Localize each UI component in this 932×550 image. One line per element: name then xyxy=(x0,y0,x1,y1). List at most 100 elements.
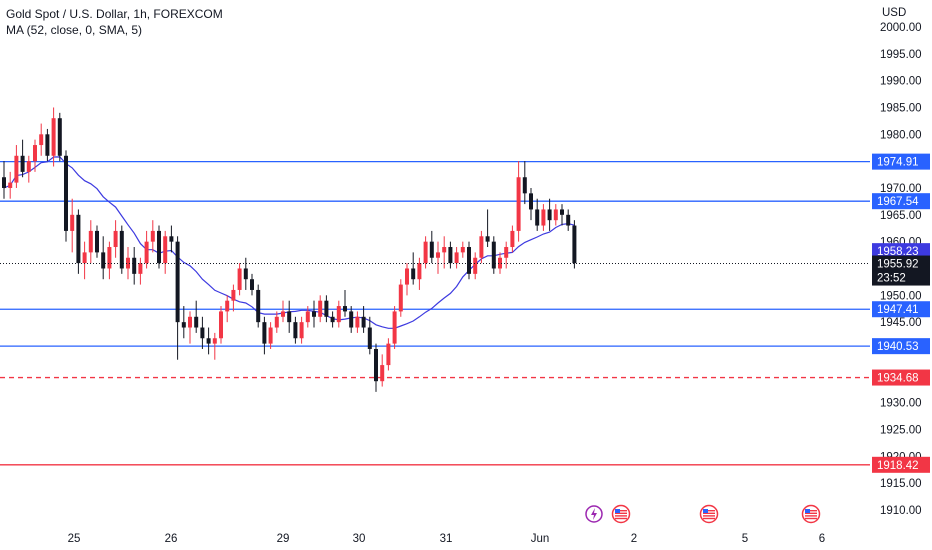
candle-body xyxy=(144,241,149,264)
level-tag xyxy=(872,153,930,170)
y-tick-label: 1910.00 xyxy=(880,505,922,517)
candle-body xyxy=(101,252,106,269)
candle-body xyxy=(336,306,341,323)
y-tick-label: 1970.00 xyxy=(880,183,922,195)
candle-body xyxy=(150,230,155,242)
candle-body xyxy=(299,322,304,339)
y-tick-label: 1925.00 xyxy=(880,424,922,436)
candle-body xyxy=(367,327,372,349)
candle-body xyxy=(361,316,366,328)
y-tick-label: 1985.00 xyxy=(880,102,922,114)
candle-body xyxy=(20,155,25,172)
candle-body xyxy=(82,252,87,264)
y-tick-label: 1980.00 xyxy=(880,129,922,141)
candle-body xyxy=(157,230,161,264)
candle-body xyxy=(386,343,391,366)
candle-body xyxy=(268,327,273,344)
candle-body xyxy=(206,338,211,344)
candle-body xyxy=(8,182,13,188)
candle-body xyxy=(274,316,279,328)
candle-body xyxy=(45,134,50,156)
x-tick-label: 26 xyxy=(165,533,178,545)
candle-body xyxy=(423,241,428,264)
current-price-label: 1955.92 xyxy=(877,259,919,271)
candle-body xyxy=(491,241,496,269)
us-flag-icon[interactable] xyxy=(699,504,719,524)
lightning-icon[interactable] xyxy=(585,505,603,523)
ma-value-tag xyxy=(872,243,930,260)
y-tick-label: 1950.00 xyxy=(880,290,922,302)
x-tick-label: Jun xyxy=(531,533,550,545)
price-tags: 1974.91 1967.54 1947.41 1940.53 1934.68 1918.… xyxy=(872,153,930,473)
candle-body xyxy=(504,247,509,258)
y-tick-label: 1930.00 xyxy=(880,398,922,410)
candle-body xyxy=(436,252,440,258)
candle-body xyxy=(212,338,217,344)
candle-body xyxy=(442,247,447,253)
candle-body xyxy=(194,316,199,328)
candle-body xyxy=(33,145,37,162)
candle-body xyxy=(76,214,81,264)
us-flag-icon[interactable] xyxy=(611,504,631,524)
candle-body xyxy=(219,311,223,339)
candle-body xyxy=(460,247,465,253)
candle-body xyxy=(126,257,130,269)
candle-body xyxy=(188,316,192,328)
candle-body xyxy=(57,118,62,156)
candle-body xyxy=(225,300,230,312)
level-tag xyxy=(872,369,930,386)
candle-body xyxy=(398,284,403,312)
time-axis[interactable]: 25 26 29 30 31 Jun 2 5 6 xyxy=(68,533,826,545)
candle-body xyxy=(293,322,298,339)
candle-body xyxy=(237,268,242,290)
candle-body xyxy=(70,214,75,231)
candle-body xyxy=(132,257,137,274)
candle-body xyxy=(287,311,292,323)
level-tag xyxy=(872,338,930,355)
candle-body xyxy=(529,193,533,210)
candlesticks xyxy=(2,107,577,392)
candle-body xyxy=(560,209,564,215)
candle-body xyxy=(547,209,552,221)
candle-body xyxy=(14,155,19,183)
candle-body xyxy=(281,311,285,317)
candle-body xyxy=(429,241,434,258)
level-tag xyxy=(872,456,930,473)
horizontal-levels xyxy=(0,160,870,466)
level-tag-label: 1947.41 xyxy=(877,304,919,316)
candle-body xyxy=(417,263,422,280)
x-tick-label: 29 xyxy=(277,533,290,545)
level-tag-label: 1967.54 xyxy=(877,196,919,208)
candle-body xyxy=(473,257,478,274)
candle-body xyxy=(541,209,546,226)
candle-body xyxy=(181,322,186,328)
y-tick-label: 1965.00 xyxy=(880,210,922,222)
candle-body xyxy=(566,214,571,226)
y-tick-label: 1995.00 xyxy=(880,49,922,61)
candle-body xyxy=(256,289,261,323)
level-tag xyxy=(872,301,930,318)
candle-body xyxy=(113,230,118,248)
indicator-legend[interactable]: MA (52, close, 0, SMA, 5) xyxy=(6,23,143,37)
candle-body xyxy=(498,257,502,269)
candle-body xyxy=(88,230,93,253)
x-tick-label: 5 xyxy=(742,533,748,545)
candle-body xyxy=(243,268,248,280)
candle-body xyxy=(516,177,521,231)
candle-body xyxy=(467,247,471,274)
event-markers[interactable] xyxy=(585,504,821,524)
candle-body xyxy=(349,311,354,328)
candle-body xyxy=(448,247,453,264)
level-tag-label: 1934.68 xyxy=(877,373,919,385)
candle-body xyxy=(26,161,31,172)
candle-body xyxy=(330,316,335,323)
x-tick-label: 30 xyxy=(353,533,366,545)
us-flag-icon[interactable] xyxy=(801,504,821,524)
candle-body xyxy=(312,311,316,317)
candle-body xyxy=(175,241,180,323)
x-tick-label: 31 xyxy=(440,533,453,545)
candle-body xyxy=(324,300,329,317)
candle-body xyxy=(51,118,56,156)
ma-value-label: 1958.23 xyxy=(877,246,919,258)
